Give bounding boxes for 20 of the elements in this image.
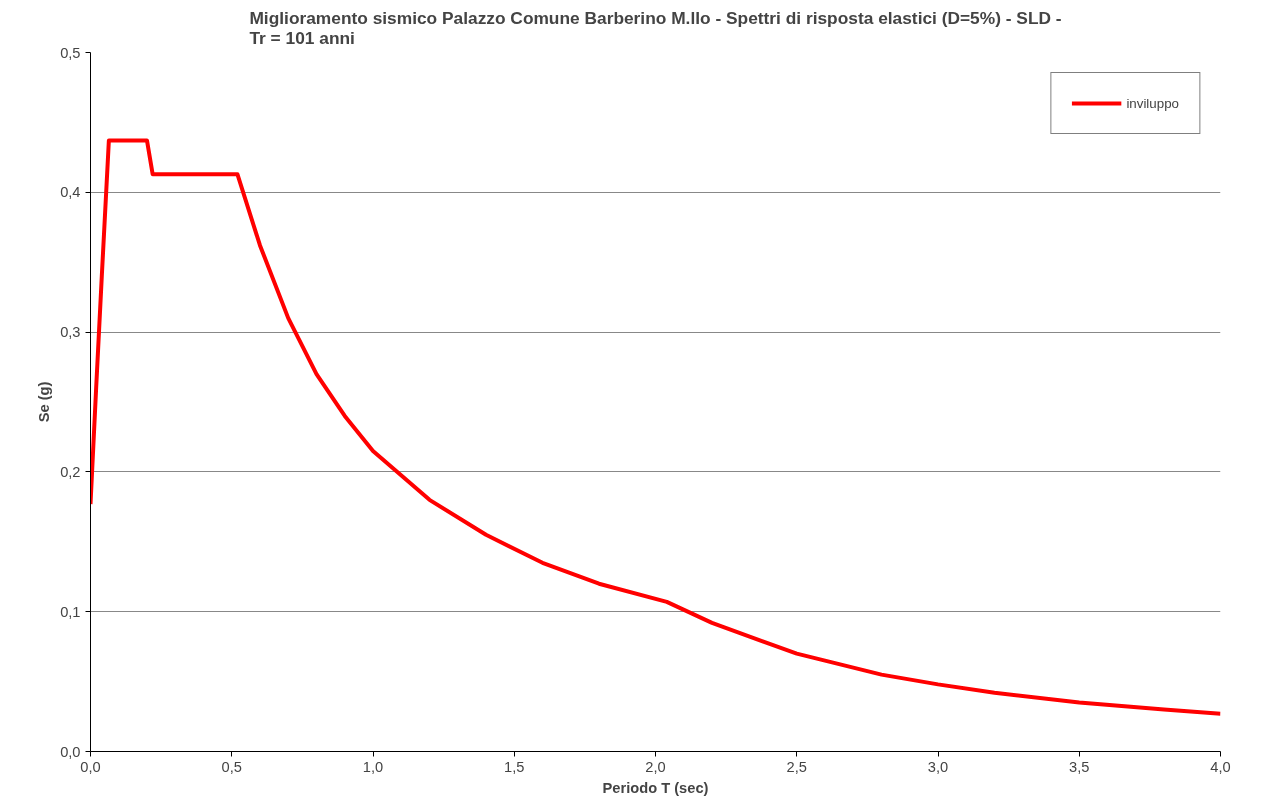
y-tick-label: 0,1 [60, 603, 81, 620]
chart-title: Miglioramento sismico Palazzo Comune Barberino M.llo - Spettri di risposta elastici (D=5%) - SLD - Tr = 101 anni [249, 7, 1062, 48]
y-axis-title: Se (g) [36, 381, 53, 423]
x-tick-label: 3,5 [1069, 758, 1090, 775]
x-tick-label: 2,5 [786, 758, 807, 775]
y-tick-label: 0,3 [60, 324, 81, 341]
x-tick-label: 2,0 [645, 758, 666, 775]
y-tick-label: 0,0 [60, 743, 81, 760]
x-tick-label: 0,0 [80, 758, 101, 775]
x-tick-label: 4,0 [1210, 758, 1231, 775]
line-series [90, 138, 1221, 716]
y-tick-label: 0,5 [60, 44, 81, 61]
x-tick-label: 1,0 [362, 758, 384, 775]
x-tick-label: 0,5 [221, 758, 242, 775]
x-tick-label: 1,5 [504, 758, 525, 775]
x-tick-label: 3,0 [927, 758, 949, 775]
x-axis-title: Periodo T (sec) [602, 779, 709, 796]
y-tick-label: 0,2 [60, 463, 81, 480]
legend-label: inviluppo [1126, 95, 1179, 111]
y-tick-label: 0,4 [60, 184, 81, 201]
